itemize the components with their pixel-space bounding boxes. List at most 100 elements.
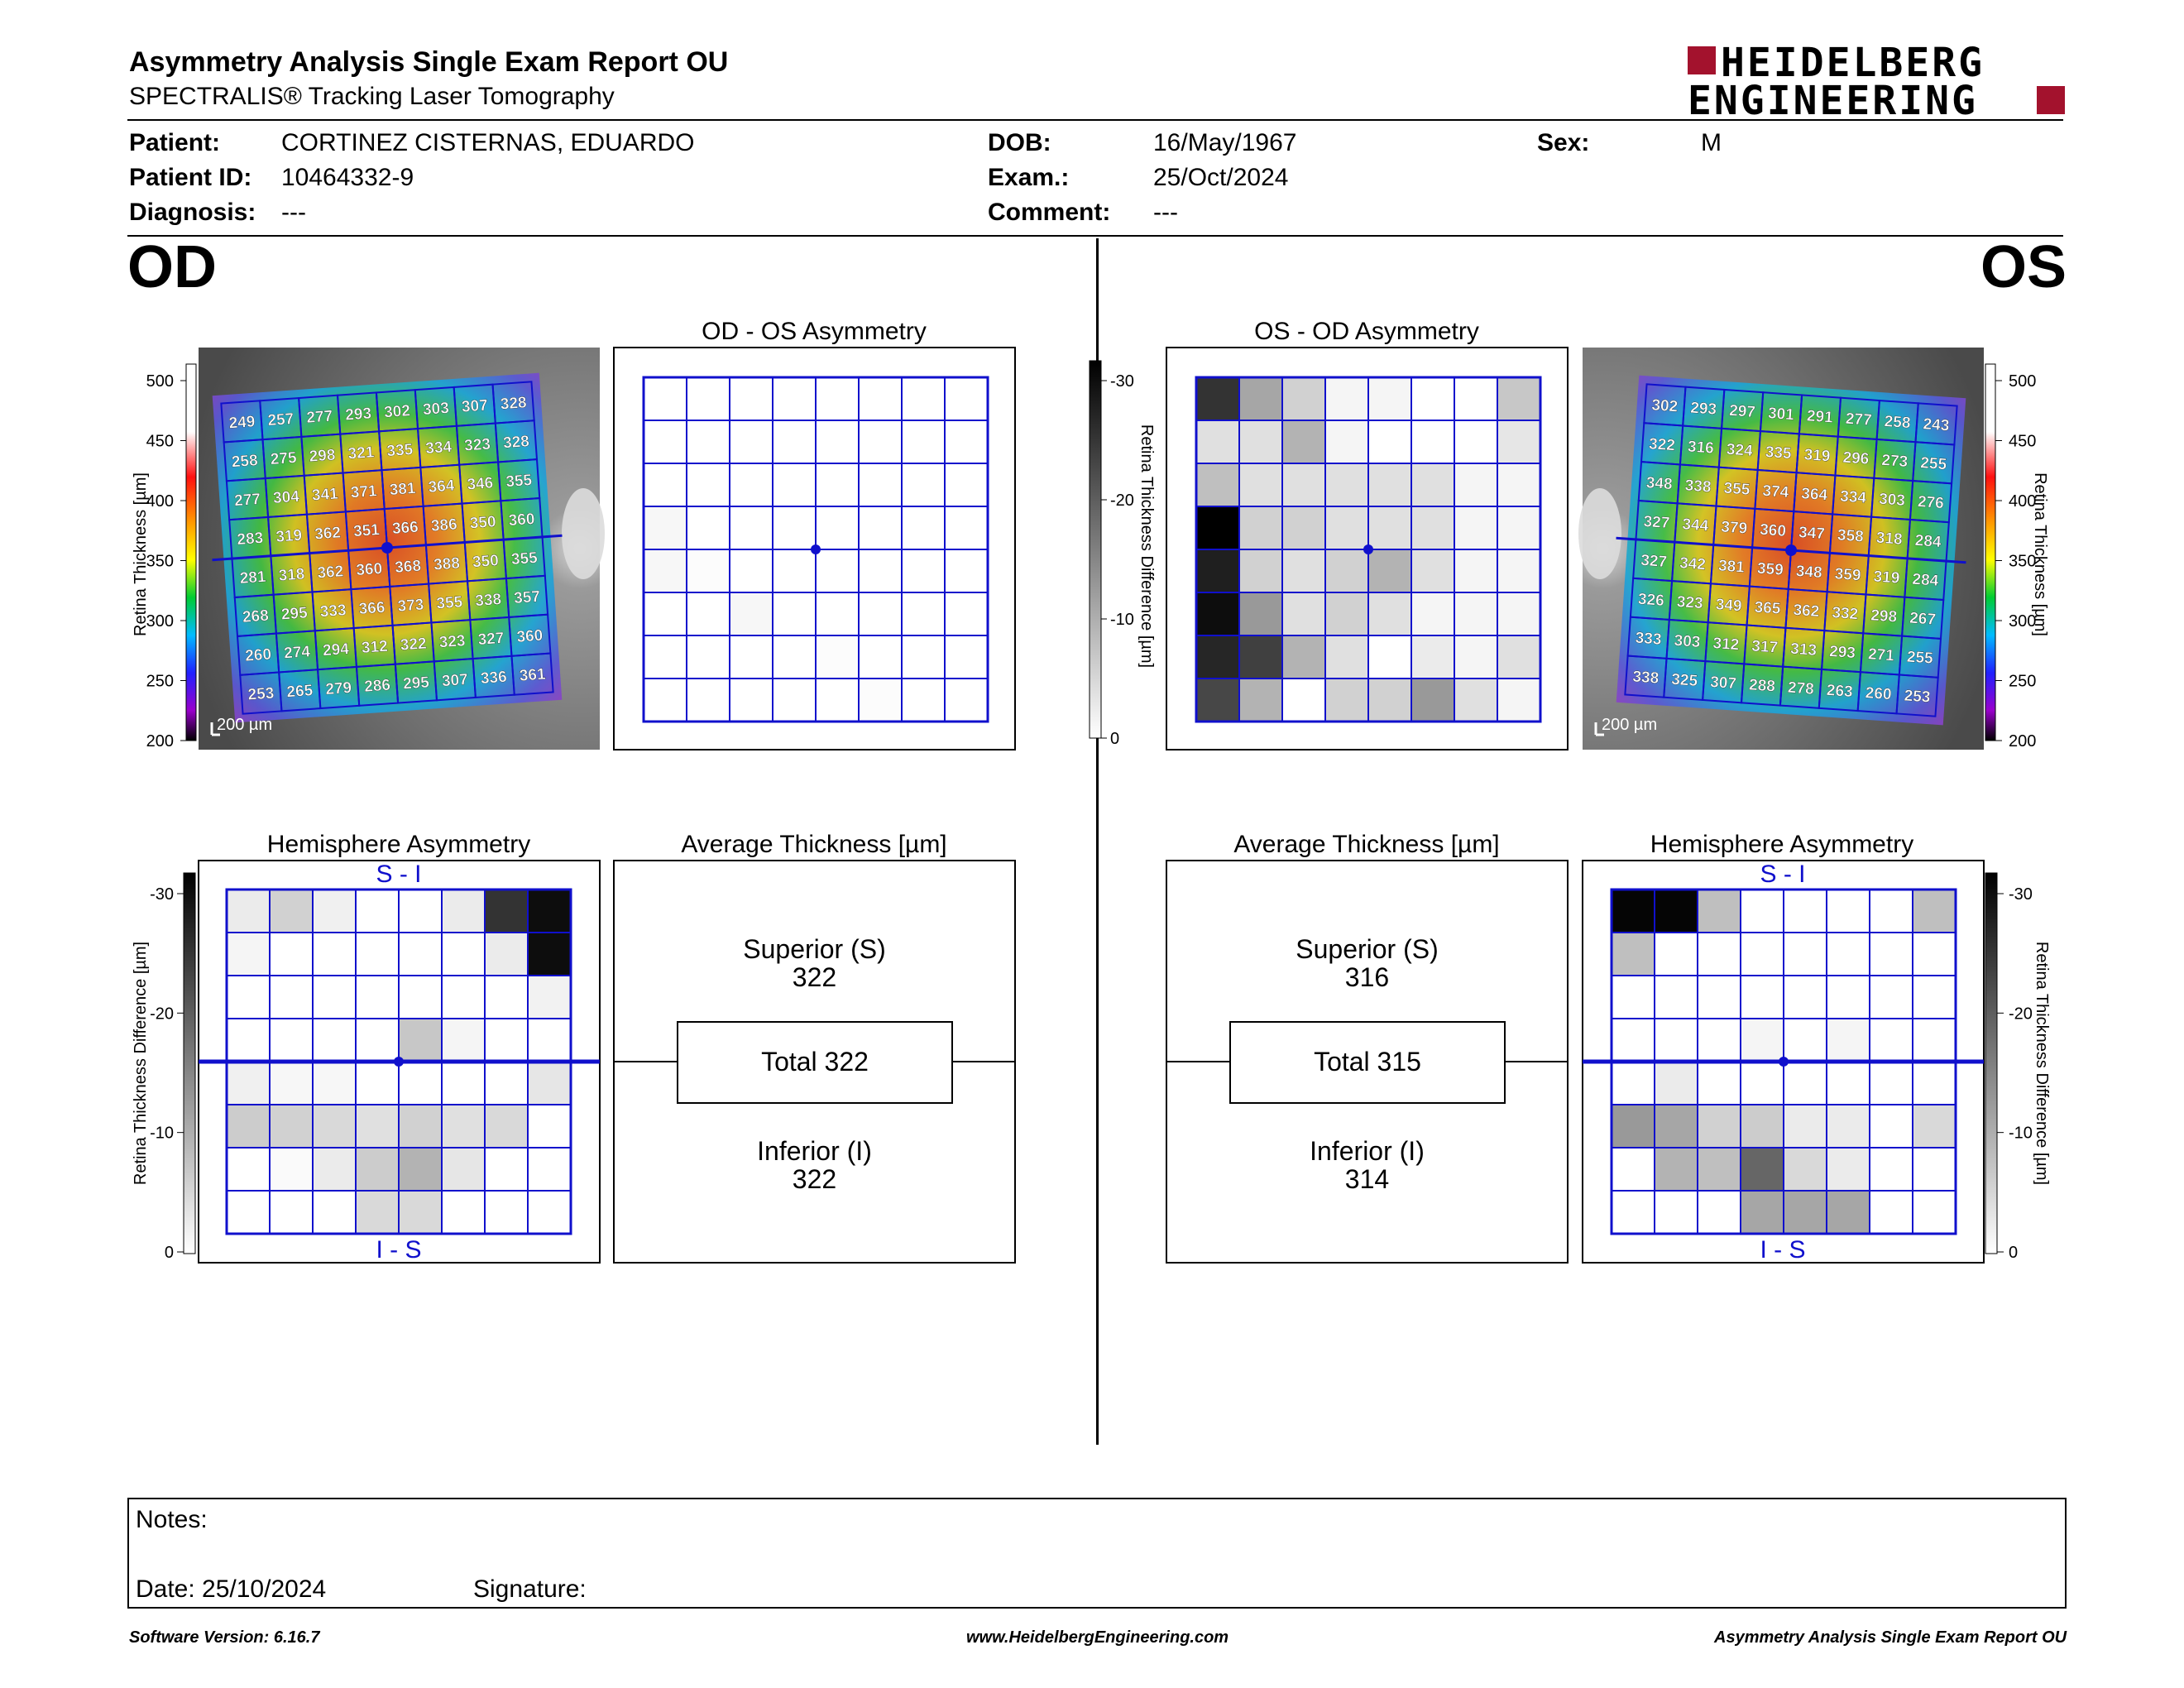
notes-box[interactable]: Notes: Date: 25/10/2024 Signature: <box>127 1498 2067 1609</box>
grid-cell <box>1783 975 1827 1019</box>
thickness-value: 335 <box>386 441 414 460</box>
grid-cell <box>1410 678 1455 722</box>
od-thickness-map: 249 257 277 293 302 303 307 328 258 275 298 321 335 3… <box>132 348 605 750</box>
grid-cell <box>1740 1147 1784 1192</box>
fovea-marker-icon <box>381 542 393 554</box>
grid-cell <box>1410 549 1455 593</box>
grid-cell <box>441 1104 486 1149</box>
od-thickness-colorbar <box>185 363 197 741</box>
grid-cell <box>772 592 817 636</box>
thickness-value: 381 <box>389 480 417 499</box>
thickness-value: 293 <box>345 405 372 424</box>
grid-cell <box>1238 420 1283 464</box>
header-divider <box>127 119 2063 121</box>
notes-label: Notes: <box>136 1506 208 1533</box>
comment-value: --- <box>1153 199 1178 226</box>
tick-label: 0 <box>165 1244 174 1262</box>
thickness-value: 281 <box>239 568 267 587</box>
thickness-value: 302 <box>1651 396 1679 415</box>
thickness-value: 296 <box>1842 449 1870 468</box>
grid-cell <box>1826 1190 1870 1235</box>
grid-cell <box>1912 975 1956 1019</box>
software-version: Software Version: 6.16.7 <box>129 1628 320 1647</box>
thickness-value: 359 <box>1834 565 1861 584</box>
thickness-value: 323 <box>1676 593 1703 612</box>
grid-cell <box>858 549 903 593</box>
scale-bar-icon <box>1594 722 1604 736</box>
grid-cell <box>510 652 554 696</box>
tick-label: -20 <box>1110 492 1134 510</box>
website-link[interactable]: www.HeidelbergEngineering.com <box>966 1628 1229 1647</box>
thickness-value: 298 <box>309 447 336 466</box>
thickness-value: 318 <box>1875 530 1903 549</box>
logo-line-1: HEIDELBERG <box>1721 40 1985 86</box>
grid-cell <box>355 1190 400 1235</box>
grid-cell <box>815 592 860 636</box>
grid-cell <box>1454 592 1498 636</box>
grid-cell <box>312 1061 357 1105</box>
tick-label: 500 <box>2009 372 2036 391</box>
grid-cell <box>1238 592 1283 636</box>
grid-cell <box>1324 678 1369 722</box>
thickness-value: 323 <box>438 632 466 651</box>
scale-bar-icon <box>210 722 220 736</box>
thickness-value: 253 <box>1904 687 1931 706</box>
thickness-value: 360 <box>516 627 544 646</box>
tick-label: -20 <box>150 1005 174 1023</box>
grid-cell <box>1912 932 1956 976</box>
grid-cell <box>398 975 443 1019</box>
grid-cell <box>398 932 443 976</box>
grid-cell <box>355 932 400 976</box>
thickness-value: 286 <box>364 677 391 696</box>
grid-cell <box>1826 1104 1870 1149</box>
grid-cell <box>269 1147 314 1192</box>
grid-cell <box>1654 1190 1698 1235</box>
grid-cell <box>1869 1061 1913 1105</box>
grid-cell <box>944 678 989 722</box>
thickness-value: 324 <box>1726 441 1754 460</box>
grid-cell <box>1454 635 1498 679</box>
od-total-value: Total 322 <box>761 1047 869 1077</box>
tick-label: 0 <box>1110 730 1119 748</box>
grid-cell <box>1783 1018 1827 1062</box>
grid-cell <box>1740 1190 1784 1235</box>
od-scale-label: 200 µm <box>217 716 272 734</box>
thickness-value: 284 <box>1914 532 1942 551</box>
patient-label: Patient: <box>129 129 221 156</box>
grid-cell <box>643 678 687 722</box>
grid-cell <box>858 420 903 464</box>
grid-cell <box>484 975 529 1019</box>
thickness-value: 325 <box>1671 671 1699 690</box>
od-total-box: Total 322 <box>677 1021 953 1104</box>
thickness-value: 307 <box>441 671 468 690</box>
sex-label: Sex: <box>1537 129 1590 156</box>
grid-cell <box>643 420 687 464</box>
grid-cell <box>226 889 271 933</box>
info-divider <box>127 235 2063 237</box>
thickness-value: 263 <box>1826 682 1853 701</box>
thickness-value: 316 <box>1687 439 1714 458</box>
os-thickness-map: 302 293 297 301 291 277 258 243 322 316 324 335 319 2… <box>1578 348 2049 750</box>
thickness-value: 277 <box>306 408 333 427</box>
os-hemi-colorbar <box>1985 872 1998 1254</box>
thickness-value: 319 <box>1803 446 1831 465</box>
os-thickness-colorbar <box>1985 363 1996 741</box>
grid-cell <box>901 678 946 722</box>
grid-cell <box>1783 1190 1827 1235</box>
grid-cell <box>643 506 687 550</box>
signature-label: Signature: <box>473 1575 587 1603</box>
thickness-value: 338 <box>1684 477 1712 496</box>
grid-cell <box>643 376 687 421</box>
grid-cell <box>1367 549 1412 593</box>
grid-cell <box>901 635 946 679</box>
thickness-value: 302 <box>384 402 411 421</box>
grid-cell <box>1367 420 1412 464</box>
grid-cell <box>1697 1147 1741 1192</box>
thickness-value: 312 <box>361 638 388 657</box>
thickness-value: 364 <box>1801 485 1829 504</box>
grid-cell <box>1497 635 1541 679</box>
thickness-value: 313 <box>1790 640 1818 659</box>
grid-cell <box>1410 506 1455 550</box>
grid-cell <box>1912 1061 1956 1105</box>
